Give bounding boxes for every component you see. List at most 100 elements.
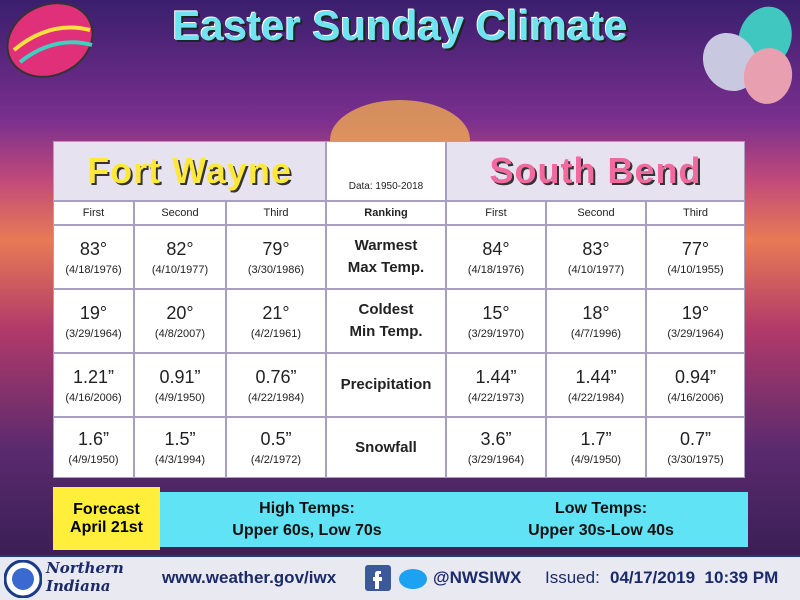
value-cell: 3.6” (3/29/1964) — [446, 417, 546, 478]
egg — [702, 32, 758, 92]
ranking-label-line: Precipitation — [340, 376, 432, 393]
forecast-label: Forecast April 21st — [53, 487, 160, 550]
date: (4/2/1961) — [250, 327, 302, 340]
date: (4/16/2006) — [65, 391, 122, 404]
egg-stripe — [18, 40, 93, 64]
value-cell: 0.76” (4/22/1984) — [226, 353, 326, 417]
date: (4/10/1977) — [567, 263, 625, 276]
date: (4/16/2006) — [667, 391, 724, 404]
column-header: First — [446, 201, 546, 225]
value: 1.21” — [72, 366, 115, 387]
egg — [6, 2, 94, 78]
twitter-icon — [399, 569, 427, 589]
value: 0.76” — [255, 366, 297, 387]
footer: Northern Indiana www.weather.gov/iwx @NW… — [0, 555, 800, 600]
value: 18° — [582, 302, 610, 323]
value-cell: 18° (4/7/1996) — [546, 289, 646, 353]
column-header: Third — [646, 201, 745, 225]
value-cell: 1.5” (4/3/1994) — [134, 417, 226, 478]
value-cell: 19° (3/29/1964) — [646, 289, 745, 353]
value-cell: 82° (4/10/1977) — [134, 225, 226, 289]
value: 3.6” — [480, 429, 512, 449]
ranking-label-line: Min Temp. — [349, 323, 423, 340]
forecast-low-title: Low Temps: — [554, 500, 648, 517]
office-line: Northern — [46, 559, 124, 577]
ranking-label-line: Snowfall — [355, 438, 417, 456]
nws-logo — [4, 560, 42, 598]
column-header: Second — [134, 201, 226, 225]
forecast-low: Low Temps: Upper 30s-Low 40s — [454, 498, 748, 542]
handle: @NWSIWX — [433, 568, 522, 587]
value: 0.5” — [260, 429, 292, 449]
column-header: Ranking — [326, 201, 446, 225]
data-note-cell: Data: 1950-2018 — [326, 141, 446, 201]
forecast-label-line: Forecast — [73, 500, 140, 518]
value-cell: 0.91” (4/9/1950) — [134, 353, 226, 417]
value: 77° — [681, 238, 710, 259]
value: 1.6” — [77, 429, 110, 449]
value: 1.5” — [164, 429, 196, 449]
logo-center — [12, 568, 34, 590]
date: (4/22/1973) — [467, 391, 525, 404]
value: 83° — [79, 238, 108, 259]
value-cell: 15° (3/29/1970) — [446, 289, 546, 353]
date: (3/30/1986) — [247, 263, 305, 276]
date: (4/7/1996) — [570, 327, 622, 340]
value: 20° — [166, 302, 194, 323]
value: 79° — [262, 238, 290, 259]
value: 19° — [79, 302, 108, 323]
value: 0.7” — [679, 429, 712, 449]
value-cell: 84° (4/18/1976) — [446, 225, 546, 289]
date: (4/10/1977) — [151, 263, 209, 276]
value-cell: 1.21” (4/16/2006) — [53, 353, 134, 417]
value-cell: 20° (4/8/2007) — [134, 289, 226, 353]
date: (4/22/1984) — [567, 391, 625, 404]
column-header: First — [53, 201, 134, 225]
date: (4/9/1950) — [154, 391, 206, 404]
date: (3/29/1970) — [467, 327, 525, 340]
ranking-label-line: Max Temp. — [347, 259, 425, 276]
value: 19° — [681, 302, 710, 323]
value-cell: 1.44” (4/22/1984) — [546, 353, 646, 417]
column-header: Second — [546, 201, 646, 225]
value: 0.94” — [674, 366, 717, 387]
forecast-low-text: Upper 30s-Low 40s — [528, 522, 674, 539]
value: 82° — [166, 238, 194, 259]
egg — [743, 48, 793, 104]
value: 83° — [582, 238, 610, 259]
title: Easter Sunday Climate — [172, 2, 628, 49]
date: (3/29/1964) — [467, 454, 525, 466]
ranking-label-line: Warmest — [354, 237, 418, 254]
value-cell: 21° (4/2/1961) — [226, 289, 326, 353]
issued: 04/17/2019 10:39 PM — [610, 568, 779, 587]
ranking-label: Snowfall — [326, 417, 446, 478]
date: (4/10/1955) — [667, 263, 724, 276]
forecast-label-line: April 21st — [70, 518, 143, 536]
value-cell: 19° (3/29/1964) — [53, 289, 134, 353]
value-cell: 0.7” (3/30/1975) — [646, 417, 745, 478]
value-cell: 1.7” (4/9/1950) — [546, 417, 646, 478]
value-cell: 79° (3/30/1986) — [226, 225, 326, 289]
ranking-label: Precipitation — [326, 353, 446, 417]
value: 1.44” — [575, 366, 617, 387]
ranking-label: Coldest Min Temp. — [326, 289, 446, 353]
social-icons — [365, 565, 427, 591]
forecast-high: High Temps: Upper 60s, Low 70s — [160, 498, 454, 542]
date: (3/29/1964) — [65, 327, 122, 340]
date: (4/2/1972) — [250, 454, 302, 466]
value: 0.91” — [159, 366, 201, 387]
ranking-label-line: Coldest — [358, 301, 414, 318]
url[interactable]: www.weather.gov/iwx — [162, 568, 337, 587]
value-cell: 0.94” (4/16/2006) — [646, 353, 745, 417]
value: 1.7” — [580, 429, 612, 449]
value-cell: 0.5” (4/2/1972) — [226, 417, 326, 478]
value: 1.44” — [475, 366, 517, 387]
egg-stripe — [12, 25, 91, 52]
column-header: Third — [226, 201, 326, 225]
date: (4/18/1976) — [65, 263, 122, 276]
value: 84° — [482, 238, 510, 259]
value-cell: 83° (4/18/1976) — [53, 225, 134, 289]
date: (4/9/1950) — [68, 454, 119, 466]
forecast-high-text: Upper 60s, Low 70s — [232, 522, 382, 539]
